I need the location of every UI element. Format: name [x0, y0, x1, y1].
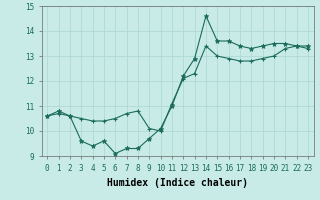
- X-axis label: Humidex (Indice chaleur): Humidex (Indice chaleur): [107, 178, 248, 188]
